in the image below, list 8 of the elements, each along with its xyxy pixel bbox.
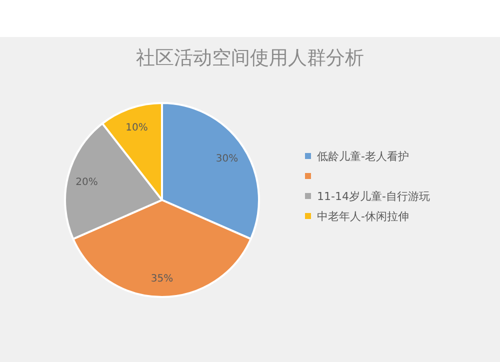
legend-label: 11-14岁儿童-自行游玩 (317, 190, 430, 203)
chart-title: 社区活动空间使用人群分析 (136, 47, 364, 69)
legend-label: 低龄儿童-老人看护 (317, 150, 409, 163)
data-label: 30% (216, 154, 238, 165)
data-label: 10% (126, 122, 148, 134)
legend-label: 中老年人-休闲拉伸 (317, 210, 409, 223)
data-label: 20% (76, 176, 98, 188)
data-label: 35% (150, 274, 174, 285)
